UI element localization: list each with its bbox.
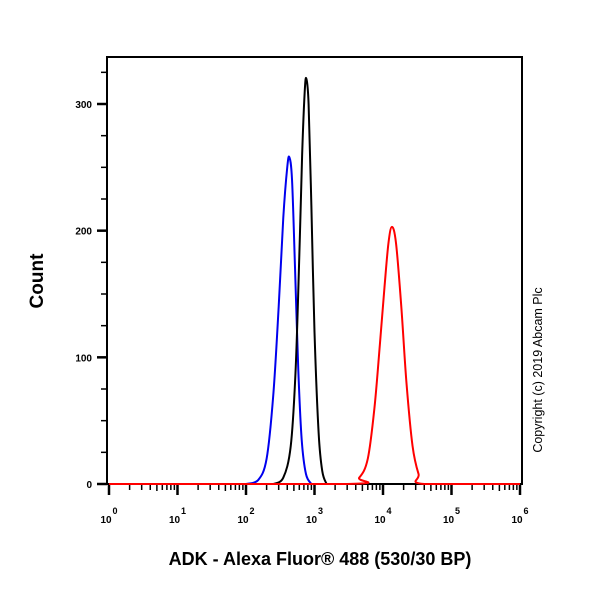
x-tick-label: 10	[237, 515, 249, 526]
y-tick-label: 0	[86, 480, 92, 491]
blue-histogram	[245, 155, 313, 485]
series-group	[108, 76, 520, 486]
red-histogram	[108, 225, 520, 486]
svg-text:5: 5	[455, 506, 460, 516]
x-tick-label: 10	[100, 515, 112, 526]
svg-text:0: 0	[112, 506, 117, 516]
x-tick-label: 10	[443, 515, 455, 526]
svg-text:3: 3	[318, 506, 323, 516]
x-tick-label: 10	[511, 515, 523, 526]
plot-frame	[106, 56, 523, 485]
x-tick-label: 10	[374, 515, 386, 526]
x-axis-label: ADK - Alexa Fluor® 488 (530/30 BP)	[168, 549, 472, 569]
x-tick-label: 10	[306, 515, 318, 526]
y-tick-label: 100	[75, 353, 92, 364]
svg-text:4: 4	[386, 506, 391, 516]
y-axis: 0 100 200 300	[75, 71, 107, 491]
svg-text:6: 6	[523, 506, 528, 516]
y-tick-label: 200	[75, 227, 92, 238]
svg-text:1: 1	[181, 506, 186, 516]
copyright-notice: Copyright (c) 2019 Abcam Plc	[531, 287, 545, 453]
svg-text:2: 2	[249, 506, 254, 516]
y-axis-label: Count	[27, 253, 48, 309]
y-tick-label: 300	[75, 100, 92, 111]
x-tick-label: 10	[169, 515, 181, 526]
black-histogram	[272, 76, 328, 485]
